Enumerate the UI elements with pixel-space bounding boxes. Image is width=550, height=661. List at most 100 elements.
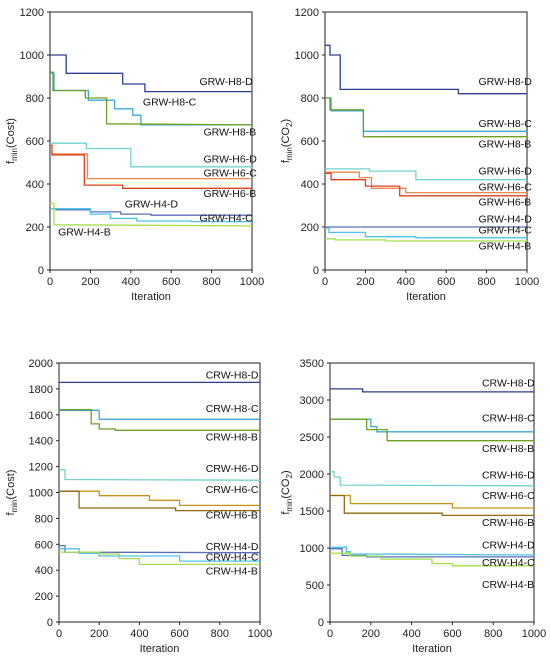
- y-tick-label: 200: [301, 222, 319, 234]
- x-tick-label: 400: [402, 628, 420, 640]
- series-line-crw-h8-b: [330, 418, 534, 442]
- series-label-crw-h4-c: CRW-H4-C: [482, 557, 535, 569]
- x-tick-label: 400: [122, 276, 140, 288]
- y-tick-label: 1000: [20, 50, 44, 62]
- x-tick-label: 600: [162, 276, 180, 288]
- series-line-crw-h8-d: [330, 388, 534, 393]
- y-tick-label: 0: [47, 617, 53, 629]
- y-label-paren: (Cost): [5, 118, 17, 148]
- y-tick-label: 200: [35, 591, 53, 603]
- y-tick-label: 1200: [29, 462, 53, 474]
- x-tick-label: 800: [202, 276, 220, 288]
- series-label-grw-h8-b: GRW-H8-B: [479, 138, 532, 150]
- series-label-crw-h8-b: CRW-H8-B: [482, 443, 534, 455]
- y-label-close: ): [280, 119, 292, 123]
- x-axis-label: Iteration: [140, 643, 180, 655]
- series-line-crw-h4-c: [330, 546, 535, 556]
- y-label-sub: min: [285, 147, 294, 160]
- series-label-crw-h4-b: CRW-H4-B: [206, 566, 258, 578]
- grw-cost-chart: 0 200 400 600 800 1000 1200 0 200 400 600 800 1000 It…: [5, 7, 264, 303]
- x-axis-label: Iteration: [131, 291, 171, 303]
- x-tick-label: 800: [484, 628, 502, 640]
- x-tick-label: 1000: [522, 628, 546, 640]
- y-tick-label: 1400: [29, 436, 53, 448]
- series-label-grw-h8-d: GRW-H8-D: [199, 76, 253, 88]
- y-tick-label: 500: [306, 580, 324, 592]
- series-label-crw-h6-d: CRW-H6-D: [206, 463, 259, 475]
- series-label-crw-h8-c: CRW-H8-C: [482, 412, 535, 424]
- series-label-grw-h4-b: GRW-H4-B: [58, 227, 111, 239]
- series-label-grw-h4-d: GRW-H4-D: [479, 214, 533, 226]
- series-line-crw-h8-b: [59, 408, 260, 431]
- series-line-grw-h6-c: [50, 153, 252, 180]
- x-tick-label: 600: [437, 276, 455, 288]
- crw-cost-chart: 0 200 400 600 800 1000 1200 1400 1600 1800 2000 0 20…: [5, 358, 272, 655]
- series-label-crw-h4-c: CRW-H4-C: [206, 551, 259, 563]
- series-line-crw-h4-c: [59, 548, 260, 562]
- series-label-grw-h6-b: GRW-H6-B: [479, 197, 532, 209]
- series-label-crw-h6-b: CRW-H6-B: [206, 509, 258, 521]
- series-line-grw-h4-c: [325, 227, 527, 239]
- y-tick-label: 0: [38, 265, 44, 277]
- plot-frame: [329, 362, 535, 623]
- series-label-grw-h8-c: GRW-H8-C: [143, 97, 197, 109]
- series-label-crw-h8-b: CRW-H8-B: [206, 432, 258, 444]
- y-label-main: f: [280, 511, 292, 515]
- series-line-grw-h4-c: [50, 208, 252, 223]
- y-label-paren: (CO: [280, 127, 292, 148]
- series-label-grw-h6-b: GRW-H6-B: [204, 188, 257, 200]
- series-line-grw-h6-b: [50, 144, 252, 189]
- series-label-crw-h6-b: CRW-H6-B: [482, 517, 534, 529]
- y-tick-label: 200: [26, 222, 44, 234]
- y-tick-label: 1000: [29, 488, 53, 500]
- series-label-crw-h8-d: CRW-H8-D: [206, 370, 259, 382]
- series-line-crw-h6-b: [330, 494, 534, 517]
- series-line-grw-h6-d: [325, 168, 527, 181]
- y-axis-label: fmin(CO2): [280, 119, 294, 163]
- y-label-sub: min: [285, 499, 294, 512]
- y-axis-label: fmin(Cost): [5, 118, 19, 164]
- x-axis-label: Iteration: [406, 291, 446, 303]
- x-tick-label: 200: [356, 276, 374, 288]
- x-tick-label: 1000: [240, 276, 264, 288]
- y-label-close: ): [280, 470, 292, 474]
- y-label-sub: min: [10, 148, 19, 161]
- series-line-grw-h8-d: [50, 54, 252, 93]
- series-line-grw-h8-b: [325, 97, 527, 138]
- y-tick-label: 1200: [295, 7, 319, 19]
- series-line-crw-h4-b: [59, 551, 260, 566]
- y-tick-label: 1000: [300, 543, 324, 555]
- x-tick-label: 600: [443, 628, 461, 640]
- series-line-grw-h8-d: [325, 44, 527, 95]
- y-tick-label: 2000: [29, 358, 53, 370]
- y-label-sub2: 2: [285, 474, 294, 479]
- series-line-crw-h4-b: [330, 552, 534, 567]
- x-tick-label: 200: [81, 276, 99, 288]
- x-tick-label: 800: [477, 276, 495, 288]
- x-tick-label: 200: [362, 628, 380, 640]
- y-tick-label: 3000: [300, 395, 324, 407]
- series-line-crw-h6-d: [59, 469, 261, 481]
- x-tick-label: 600: [170, 628, 188, 640]
- series-line-grw-h6-b: [325, 172, 527, 197]
- y-tick-label: 400: [35, 565, 53, 577]
- y-tick-label: 0: [313, 265, 319, 277]
- series-label-grw-h4-b: GRW-H4-B: [479, 241, 532, 253]
- y-tick-label: 400: [301, 179, 319, 191]
- series-label-grw-h6-c: GRW-H6-C: [204, 167, 258, 179]
- series-label-grw-h6-d: GRW-H6-D: [204, 154, 258, 166]
- y-label-paren: (Cost): [5, 470, 17, 500]
- series-label-grw-h8-c: GRW-H8-C: [479, 118, 533, 130]
- y-tick-label: 800: [301, 93, 319, 105]
- series-line-grw-h8-b: [50, 71, 253, 126]
- series-label-crw-h8-c: CRW-H8-C: [206, 403, 259, 415]
- y-tick-label: 600: [26, 136, 44, 148]
- series-label-crw-h4-b: CRW-H4-B: [482, 579, 534, 591]
- y-tick-label: 1000: [295, 50, 319, 62]
- y-axis-label: fmin(CO2): [280, 470, 294, 514]
- x-tick-label: 0: [327, 628, 333, 640]
- series-line-crw-h8-c: [59, 409, 260, 420]
- series-label-crw-h6-c: CRW-H6-C: [206, 484, 259, 496]
- series-label-grw-h6-c: GRW-H6-C: [479, 181, 533, 193]
- grw-co2-chart: 0 200 400 600 800 1000 1200 0 200 400 600 800 1000 It…: [280, 7, 539, 303]
